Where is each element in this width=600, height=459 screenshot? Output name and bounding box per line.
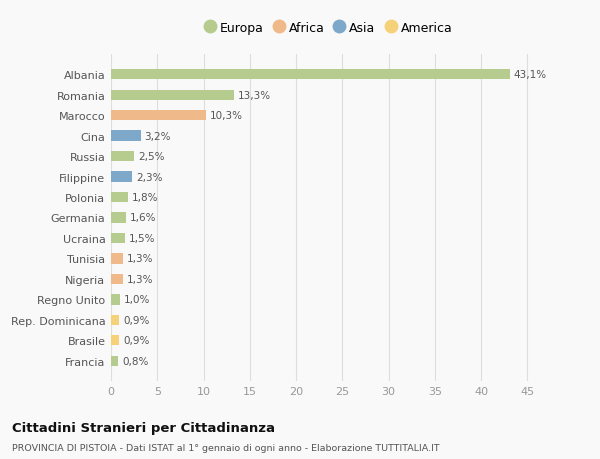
Bar: [111, 70, 510, 80]
Bar: [111, 336, 119, 346]
Bar: [111, 192, 128, 203]
Bar: [111, 172, 132, 182]
Bar: [111, 274, 123, 285]
Text: 1,3%: 1,3%: [127, 274, 153, 284]
Bar: [111, 254, 123, 264]
Text: 0,8%: 0,8%: [122, 356, 148, 366]
Text: 13,3%: 13,3%: [238, 90, 271, 101]
Bar: [111, 233, 125, 244]
Text: 0,9%: 0,9%: [123, 336, 149, 346]
Text: 10,3%: 10,3%: [210, 111, 243, 121]
Text: 1,5%: 1,5%: [128, 234, 155, 243]
Text: 1,0%: 1,0%: [124, 295, 151, 305]
Text: PROVINCIA DI PISTOIA - Dati ISTAT al 1° gennaio di ogni anno - Elaborazione TUTT: PROVINCIA DI PISTOIA - Dati ISTAT al 1° …: [12, 443, 440, 452]
Bar: [111, 315, 119, 325]
Text: 0,9%: 0,9%: [123, 315, 149, 325]
Text: 1,8%: 1,8%: [131, 193, 158, 202]
Bar: [111, 356, 118, 366]
Text: 1,3%: 1,3%: [127, 254, 153, 264]
Text: 43,1%: 43,1%: [514, 70, 547, 80]
Text: Cittadini Stranieri per Cittadinanza: Cittadini Stranieri per Cittadinanza: [12, 421, 275, 434]
Text: 2,3%: 2,3%: [136, 172, 163, 182]
Bar: [111, 151, 134, 162]
Text: 1,6%: 1,6%: [130, 213, 156, 223]
Bar: [111, 90, 234, 101]
Text: 3,2%: 3,2%: [145, 131, 171, 141]
Bar: [111, 111, 206, 121]
Legend: Europa, Africa, Asia, America: Europa, Africa, Asia, America: [205, 22, 452, 35]
Bar: [111, 295, 120, 305]
Bar: [111, 131, 140, 141]
Text: 2,5%: 2,5%: [138, 152, 164, 162]
Bar: [111, 213, 126, 223]
